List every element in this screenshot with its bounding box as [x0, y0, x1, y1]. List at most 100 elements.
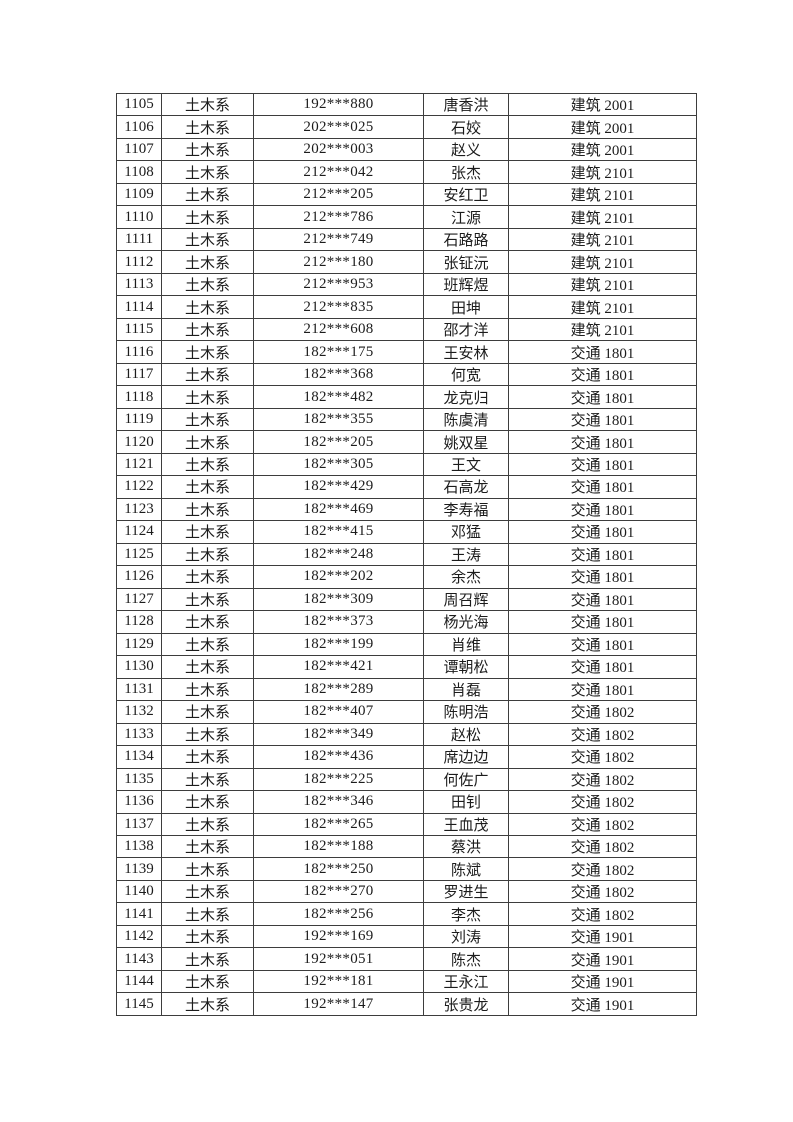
cell-class-name: 建筑 2001: [508, 115, 697, 139]
cell-student-id: 182***250: [253, 857, 424, 881]
cell-student-name: 田坤: [423, 295, 509, 319]
cell-row-number: 1133: [116, 722, 162, 747]
cell-student-name: 肖维: [423, 632, 509, 657]
cell-department: 土木系: [161, 137, 254, 162]
table-row: 1114 土木系 212***835 田坤 建筑 2101: [116, 295, 697, 319]
cell-department: 土木系: [161, 722, 254, 747]
cell-student-id: 182***407: [253, 700, 424, 724]
cell-student-name: 肖磊: [423, 677, 509, 702]
cell-department: 土木系: [161, 745, 254, 769]
cell-class-name: 交通 1801: [508, 587, 697, 612]
cell-class-name: 交通 1801: [508, 520, 697, 544]
cell-class-name: 交通 1802: [508, 834, 697, 859]
table-row: 1118 土木系 182***482 龙克归 交通 1801: [116, 385, 697, 409]
cell-row-number: 1140: [116, 879, 162, 904]
cell-department: 土木系: [161, 407, 254, 432]
cell-student-id: 182***289: [253, 677, 424, 702]
table-row: 1120 土木系 182***205 姚双星 交通 1801: [116, 430, 697, 454]
cell-student-name: 赵松: [423, 722, 509, 747]
cell-row-number: 1109: [116, 182, 162, 207]
cell-student-id: 212***608: [253, 317, 424, 342]
cell-row-number: 1129: [116, 632, 162, 657]
cell-student-id: 212***749: [253, 227, 424, 252]
cell-department: 土木系: [161, 272, 254, 297]
cell-student-id: 182***373: [253, 610, 424, 634]
cell-student-id: 182***175: [253, 340, 424, 364]
cell-row-number: 1117: [116, 362, 162, 387]
cell-row-number: 1130: [116, 655, 162, 679]
cell-class-name: 交通 1801: [508, 632, 697, 657]
cell-student-name: 田钊: [423, 790, 509, 814]
table-row: 1144 土木系 192***181 王永江 交通 1901: [116, 969, 697, 994]
table-row: 1134 土木系 182***436 席边边 交通 1802: [116, 745, 697, 769]
cell-student-name: 张贵龙: [423, 992, 509, 1016]
cell-student-id: 212***180: [253, 250, 424, 274]
cell-student-name: 张杰: [423, 160, 509, 184]
cell-row-number: 1111: [116, 227, 162, 252]
cell-department: 土木系: [161, 205, 254, 229]
table-row: 1117 土木系 182***368 何宽 交通 1801: [116, 362, 697, 387]
cell-student-id: 182***202: [253, 565, 424, 589]
cell-department: 土木系: [161, 924, 254, 949]
cell-class-name: 交通 1801: [508, 430, 697, 454]
cell-department: 土木系: [161, 632, 254, 657]
cell-student-id: 182***421: [253, 655, 424, 679]
cell-student-id: 182***469: [253, 497, 424, 522]
cell-class-name: 交通 1802: [508, 902, 697, 926]
cell-department: 土木系: [161, 452, 254, 477]
cell-student-name: 王血茂: [423, 812, 509, 836]
cell-row-number: 1142: [116, 924, 162, 949]
cell-row-number: 1118: [116, 385, 162, 409]
cell-student-id: 182***256: [253, 902, 424, 926]
cell-department: 土木系: [161, 115, 254, 139]
cell-student-id: 182***346: [253, 790, 424, 814]
cell-row-number: 1135: [116, 767, 162, 792]
cell-row-number: 1108: [116, 160, 162, 184]
table-row: 1109 土木系 212***205 安红卫 建筑 2101: [116, 182, 697, 207]
table-row: 1127 土木系 182***309 周召辉 交通 1801: [116, 587, 697, 612]
table-row: 1130 土木系 182***421 谭朝松 交通 1801: [116, 655, 697, 679]
cell-class-name: 交通 1802: [508, 700, 697, 724]
cell-student-id: 182***429: [253, 475, 424, 499]
cell-student-name: 赵义: [423, 137, 509, 162]
cell-student-id: 212***042: [253, 160, 424, 184]
cell-student-name: 余杰: [423, 565, 509, 589]
cell-class-name: 交通 1801: [508, 610, 697, 634]
table-row: 1142 土木系 192***169 刘涛 交通 1901: [116, 924, 697, 949]
table-row: 1136 土木系 182***346 田钊 交通 1802: [116, 790, 697, 814]
cell-row-number: 1128: [116, 610, 162, 634]
cell-student-name: 龙克归: [423, 385, 509, 409]
cell-student-name: 王文: [423, 452, 509, 477]
cell-class-name: 建筑 2001: [508, 137, 697, 162]
cell-department: 土木系: [161, 92, 254, 117]
cell-student-id: 192***169: [253, 924, 424, 949]
cell-department: 土木系: [161, 790, 254, 814]
table-row: 1119 土木系 182***355 陈虞清 交通 1801: [116, 407, 697, 432]
cell-student-name: 何宽: [423, 362, 509, 387]
cell-student-name: 姚双星: [423, 430, 509, 454]
cell-student-id: 182***368: [253, 362, 424, 387]
cell-student-id: 182***305: [253, 452, 424, 477]
cell-student-name: 周召辉: [423, 587, 509, 612]
cell-row-number: 1112: [116, 250, 162, 274]
cell-student-id: 212***786: [253, 205, 424, 229]
cell-student-id: 182***309: [253, 587, 424, 612]
cell-class-name: 建筑 2101: [508, 295, 697, 319]
cell-student-id: 192***051: [253, 947, 424, 971]
table-row: 1133 土木系 182***349 赵松 交通 1802: [116, 722, 697, 747]
table-row: 1125 土木系 182***248 王涛 交通 1801: [116, 542, 697, 567]
cell-student-id: 182***248: [253, 542, 424, 567]
cell-department: 土木系: [161, 565, 254, 589]
table-row: 1143 土木系 192***051 陈杰 交通 1901: [116, 947, 697, 971]
cell-student-name: 何佐广: [423, 767, 509, 792]
cell-row-number: 1132: [116, 700, 162, 724]
cell-department: 土木系: [161, 250, 254, 274]
cell-department: 土木系: [161, 160, 254, 184]
table-row: 1116 土木系 182***175 王安林 交通 1801: [116, 340, 697, 364]
cell-student-name: 李杰: [423, 902, 509, 926]
cell-department: 土木系: [161, 992, 254, 1016]
cell-student-name: 王涛: [423, 542, 509, 567]
cell-row-number: 1119: [116, 407, 162, 432]
cell-department: 土木系: [161, 182, 254, 207]
cell-student-id: 192***181: [253, 969, 424, 994]
